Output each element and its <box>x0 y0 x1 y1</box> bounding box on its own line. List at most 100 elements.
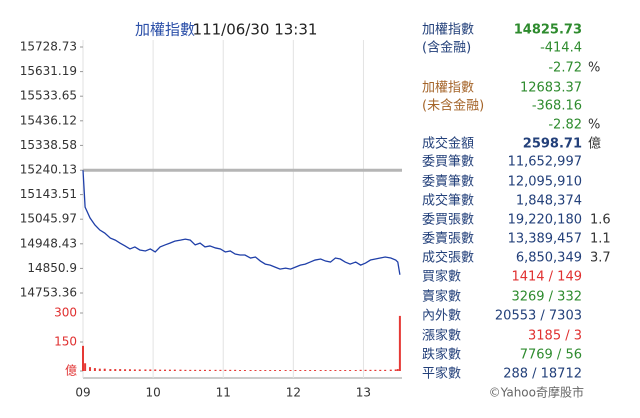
row-extra: 1.1 <box>590 232 611 247</box>
volume-bar <box>384 369 387 371</box>
row-label: (未含金融) <box>422 98 484 114</box>
volume-bar <box>309 370 312 371</box>
x-tick-label: 12 <box>286 386 301 400</box>
y-tick-label: 15436.12 <box>20 113 77 127</box>
volume-bar <box>93 368 96 371</box>
volume-bar <box>114 369 117 371</box>
volume-bar <box>124 369 127 371</box>
volume-bar <box>138 369 141 371</box>
row-extra: 億 <box>588 136 601 152</box>
y-tick-label: 15045.97 <box>20 212 77 226</box>
volume-bar <box>98 368 101 371</box>
y2-tick-label: 150 <box>54 335 77 349</box>
volume-bar <box>194 369 197 371</box>
volume-bar <box>84 363 87 371</box>
volume-bar <box>219 369 222 371</box>
volume-bar <box>82 345 84 371</box>
volume-bar <box>189 369 192 371</box>
volume-bar <box>359 369 362 371</box>
volume-bar <box>173 369 176 371</box>
row-label: 成交筆數 <box>422 193 474 209</box>
row-value: 20553 / 7303 <box>495 309 582 324</box>
price-line <box>82 170 401 275</box>
volume-bar <box>259 370 262 371</box>
y-tick-label: 15240.13 <box>20 163 77 177</box>
volume-bar <box>128 369 131 371</box>
volume-bar <box>349 370 352 371</box>
row-extra: 1.6 <box>590 213 611 228</box>
row-label: 漲家數 <box>422 328 461 344</box>
x-tick-label: 09 <box>75 386 90 400</box>
volume-bar <box>279 370 282 371</box>
volume-bar <box>243 370 246 371</box>
volume-bar <box>144 369 147 371</box>
volume-bar <box>389 369 392 371</box>
volume-bar <box>159 369 162 371</box>
row-value: 12683.37 <box>520 81 582 96</box>
row-value: 6,850,349 <box>516 251 582 266</box>
volume-bar <box>398 315 401 371</box>
row-value: 1,848,374 <box>516 194 582 209</box>
volume-bar <box>199 369 202 371</box>
y2-tick-label: 300 <box>54 306 77 320</box>
row-extra: % <box>588 118 600 133</box>
volume-bar <box>329 370 332 371</box>
volume-bar <box>374 369 377 371</box>
row-label: 成交張數 <box>422 250 474 266</box>
row-value: 3269 / 332 <box>511 290 582 305</box>
copyright: ©Yahoo奇摩股市 <box>489 385 584 400</box>
volume-bar <box>319 370 322 371</box>
volume-bar <box>239 370 242 371</box>
volume-bar <box>274 370 277 371</box>
volume-bar <box>314 370 317 371</box>
y-tick-label: 15631.19 <box>20 64 77 78</box>
row-label: 委買筆數 <box>422 155 474 170</box>
volume-bar <box>339 370 342 371</box>
volume-bar <box>334 370 337 371</box>
row-extra: 3.7 <box>590 251 611 266</box>
volume-bar <box>324 370 327 371</box>
row-value: -368.16 <box>532 99 582 114</box>
volume-bar <box>369 369 372 371</box>
row-label: (含金融) <box>422 40 471 56</box>
volume-bar <box>344 370 347 371</box>
quote-panel: 加權指數 14825.73 (含金融) -414.4 -2.72 % 加權指數 … <box>422 23 611 400</box>
row-label: 委買張數 <box>422 213 474 228</box>
row-value: 14825.73 <box>514 23 582 38</box>
row-label: 成交金額 <box>422 136 474 152</box>
volume-bar <box>133 369 136 371</box>
volume-bar <box>364 369 367 371</box>
row-label: 賣家數 <box>422 289 461 305</box>
row-value: 7769 / 56 <box>520 348 582 363</box>
volume-bar <box>168 369 171 371</box>
volume-bar <box>203 369 206 371</box>
row-label: 內外數 <box>422 309 461 324</box>
volume-bar <box>109 369 112 371</box>
row-label: 買家數 <box>422 269 461 285</box>
volume-bar <box>184 369 187 371</box>
volume-bar <box>224 369 227 371</box>
volume-bar <box>284 370 287 371</box>
volume-bar <box>103 368 106 371</box>
volume-bar <box>89 367 92 371</box>
row-label: 平家數 <box>422 366 461 382</box>
volume-bar <box>299 370 302 371</box>
volume-bar <box>229 369 232 371</box>
volume-bar <box>304 370 307 371</box>
y-tick-label: 15533.65 <box>20 89 77 103</box>
volume-bar <box>119 369 122 371</box>
volume-bar <box>234 369 237 371</box>
volume-bar <box>269 370 272 371</box>
x-tick-label: 11 <box>216 386 231 400</box>
volume-bar <box>264 370 267 371</box>
chart-subtitle: 111/06/30 13:31 <box>193 21 318 39</box>
volume-bar <box>379 369 382 371</box>
row-value: 13,389,457 <box>508 232 582 247</box>
volume-bar <box>164 369 167 371</box>
volume-bar <box>254 370 257 371</box>
row-value: 288 / 18712 <box>503 367 582 382</box>
row-value: -2.82 <box>548 118 582 133</box>
y-tick-label: 14753.36 <box>20 286 77 300</box>
x-tick-label: 13 <box>356 386 371 400</box>
